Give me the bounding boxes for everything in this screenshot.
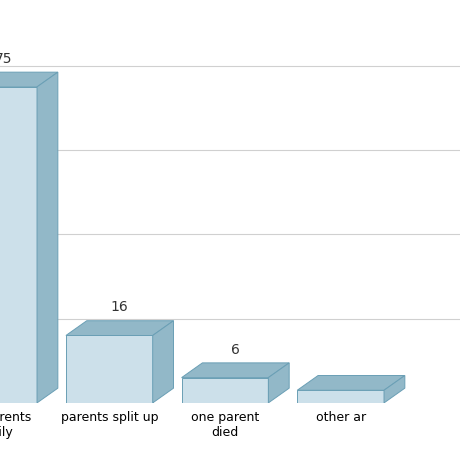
Bar <box>182 378 268 403</box>
Polygon shape <box>37 72 58 403</box>
Polygon shape <box>182 363 289 378</box>
Polygon shape <box>297 375 405 390</box>
Text: 75: 75 <box>0 52 13 66</box>
Polygon shape <box>268 363 289 403</box>
Text: 6: 6 <box>231 343 240 356</box>
Polygon shape <box>384 375 405 403</box>
Polygon shape <box>66 321 173 336</box>
Bar <box>66 336 153 403</box>
Bar <box>297 390 384 403</box>
Polygon shape <box>0 72 58 87</box>
Bar <box>0 87 37 403</box>
Text: 16: 16 <box>111 301 128 314</box>
Polygon shape <box>153 321 173 403</box>
